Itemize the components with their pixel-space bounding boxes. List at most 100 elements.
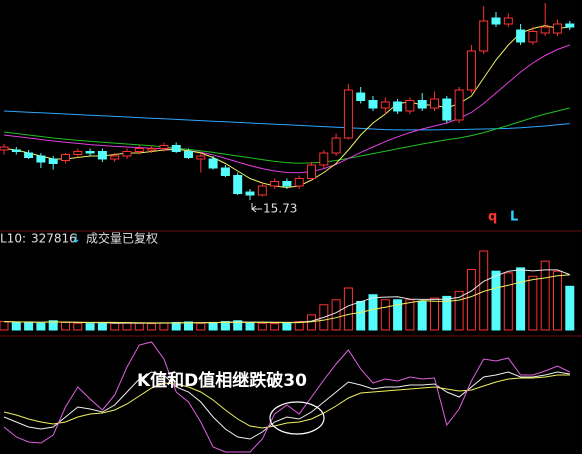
candle-body xyxy=(85,151,95,154)
candle-body xyxy=(97,151,107,160)
volume-bar xyxy=(171,321,181,331)
volume-bar xyxy=(48,320,58,331)
volume-bar xyxy=(442,295,452,331)
volume-bar xyxy=(368,294,378,331)
candle-body xyxy=(282,181,292,187)
highlight-ellipse xyxy=(269,401,325,435)
volume-bar xyxy=(0,321,9,331)
volume-bar xyxy=(24,321,34,331)
candle-body xyxy=(220,167,230,176)
volume-bar xyxy=(565,285,575,331)
volume-bar xyxy=(430,297,439,331)
candle-body xyxy=(405,100,415,112)
volume-bar xyxy=(134,322,144,331)
candle-body xyxy=(356,92,366,101)
marker-label: q xyxy=(488,210,497,225)
volume-bar xyxy=(196,322,206,331)
candle-body xyxy=(466,50,476,91)
candle-body xyxy=(134,148,144,152)
low-price-label: 15.73 xyxy=(263,202,297,216)
volume-bar xyxy=(270,323,280,331)
volume-indicator-value: 327816 xyxy=(31,232,77,246)
volume-bar xyxy=(393,299,403,331)
volume-bar xyxy=(208,321,218,331)
volume-bar xyxy=(528,275,538,331)
candle-body xyxy=(528,31,538,43)
candle-body xyxy=(61,154,70,161)
candle-body xyxy=(368,100,378,109)
volume-bar xyxy=(147,323,157,331)
volume-bar xyxy=(503,272,513,331)
candle-body xyxy=(565,23,575,28)
candle-body xyxy=(73,151,83,155)
annotation: K值和D值相继跌破30 xyxy=(137,370,307,391)
candle-body xyxy=(442,98,452,121)
volume-bar xyxy=(331,299,341,331)
candle-body xyxy=(147,148,157,151)
candle-body xyxy=(479,20,489,52)
volume-bar xyxy=(540,260,550,331)
candle-body xyxy=(0,146,9,151)
volume-bar xyxy=(356,300,366,331)
candle-body xyxy=(171,145,181,152)
volume-bar xyxy=(294,321,304,331)
candle-body xyxy=(307,164,316,179)
candle-body xyxy=(11,149,21,152)
candle-body xyxy=(331,137,341,154)
kdj-line xyxy=(3,374,570,429)
candle-body xyxy=(319,152,329,166)
candle-body xyxy=(24,152,34,158)
volume-bar xyxy=(233,320,243,331)
volume-bar xyxy=(257,322,267,331)
candle-body xyxy=(393,101,403,112)
volume-bar xyxy=(61,321,70,331)
candle-body xyxy=(48,158,58,164)
candle-body xyxy=(159,145,169,149)
volume-bar xyxy=(466,269,476,331)
volume-bar xyxy=(417,300,427,331)
moving-average xyxy=(3,44,570,174)
candle-body xyxy=(491,17,501,25)
volume-indicator-name: L10: xyxy=(0,232,26,246)
candle-body xyxy=(110,155,120,160)
volume-bar xyxy=(184,321,193,331)
marker-label: L xyxy=(510,210,518,225)
kdj-line xyxy=(3,341,571,453)
candle-body xyxy=(122,151,132,157)
volume-bar xyxy=(380,299,390,331)
candle-body xyxy=(294,178,304,187)
candle-body xyxy=(36,155,46,163)
candle-body xyxy=(208,158,218,169)
volume-bar xyxy=(454,290,464,331)
candle-body xyxy=(516,29,526,43)
kdj-line xyxy=(3,371,570,440)
volume-bar xyxy=(516,267,526,331)
volume-bar xyxy=(245,321,255,331)
candle-body xyxy=(503,17,513,25)
candle-body xyxy=(380,101,390,109)
volume-bar xyxy=(11,321,21,331)
candle-body xyxy=(257,185,267,196)
moving-average xyxy=(3,107,570,164)
volume-bar xyxy=(97,322,107,331)
candle-body xyxy=(540,26,550,34)
volume-bar xyxy=(282,321,292,331)
volume-bar xyxy=(36,322,46,331)
candle-body xyxy=(454,89,464,121)
volume-indicator-arrow: ↓ xyxy=(71,232,81,246)
candle-body xyxy=(343,89,353,139)
volume-bar xyxy=(491,270,501,331)
volume-bar xyxy=(405,299,415,331)
volume-average xyxy=(3,274,570,324)
volume-bar xyxy=(220,321,230,331)
volume-note: 成交量已复权 xyxy=(86,231,158,246)
volume-bar xyxy=(73,322,83,331)
candle-body xyxy=(196,155,206,160)
candle-body xyxy=(553,23,562,34)
low-price-arrow xyxy=(251,203,262,213)
candle-body xyxy=(417,100,427,109)
volume-bar xyxy=(343,287,353,331)
candle-body xyxy=(430,98,439,109)
